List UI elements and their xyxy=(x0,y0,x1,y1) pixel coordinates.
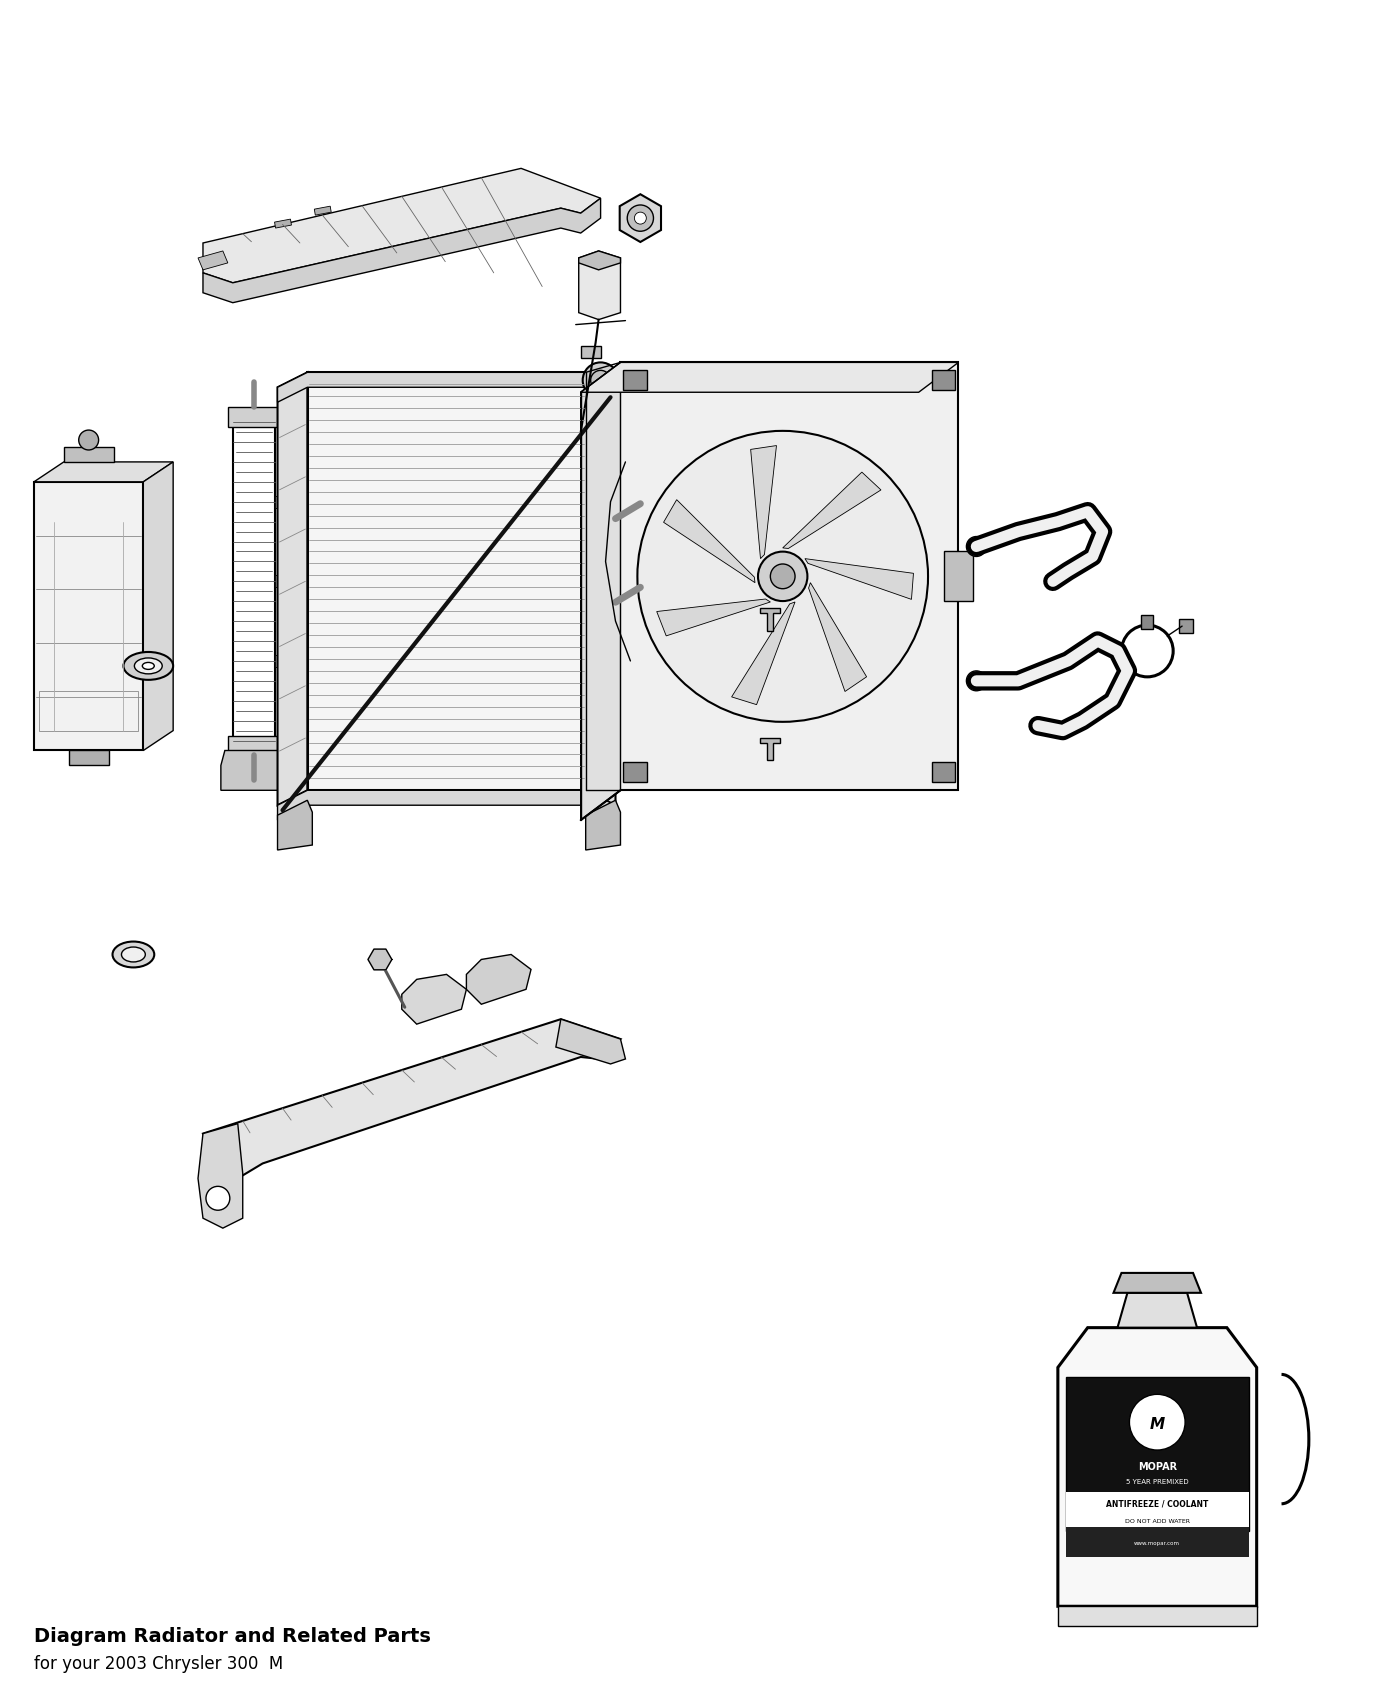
Polygon shape xyxy=(277,801,312,850)
Polygon shape xyxy=(277,790,616,819)
Ellipse shape xyxy=(112,942,154,967)
Polygon shape xyxy=(664,500,755,583)
Polygon shape xyxy=(805,559,913,600)
Text: M: M xyxy=(1149,1416,1165,1431)
Circle shape xyxy=(78,430,98,451)
Polygon shape xyxy=(750,445,777,559)
Bar xyxy=(1065,1377,1249,1530)
Bar xyxy=(274,575,287,586)
Bar xyxy=(623,371,647,391)
Ellipse shape xyxy=(123,653,174,680)
Polygon shape xyxy=(585,801,620,850)
Circle shape xyxy=(757,551,808,602)
Polygon shape xyxy=(1113,1273,1201,1292)
Circle shape xyxy=(770,564,795,588)
Bar xyxy=(581,347,601,359)
Bar xyxy=(623,762,647,782)
Bar xyxy=(931,371,955,391)
Polygon shape xyxy=(581,362,620,819)
Bar xyxy=(1065,1527,1249,1557)
Circle shape xyxy=(966,672,986,690)
Bar xyxy=(931,762,955,782)
Polygon shape xyxy=(315,206,332,216)
Polygon shape xyxy=(143,462,174,750)
Circle shape xyxy=(636,578,651,595)
Bar xyxy=(581,422,601,434)
Polygon shape xyxy=(556,1020,626,1064)
Circle shape xyxy=(627,206,654,231)
Bar xyxy=(39,690,139,731)
Ellipse shape xyxy=(143,663,154,670)
Bar xyxy=(1065,1493,1249,1527)
Text: MOPAR: MOPAR xyxy=(1138,1462,1177,1472)
Bar xyxy=(69,750,109,765)
Bar xyxy=(274,654,287,666)
Polygon shape xyxy=(620,362,959,790)
Polygon shape xyxy=(620,194,661,241)
Text: 5 YEAR PREMIXED: 5 YEAR PREMIXED xyxy=(1126,1479,1189,1484)
Polygon shape xyxy=(760,609,780,631)
Polygon shape xyxy=(809,583,867,692)
Circle shape xyxy=(637,430,928,722)
Text: Diagram Radiator and Related Parts: Diagram Radiator and Related Parts xyxy=(34,1627,431,1646)
Polygon shape xyxy=(760,738,780,760)
Ellipse shape xyxy=(134,658,162,673)
Circle shape xyxy=(591,371,610,391)
Polygon shape xyxy=(203,1020,620,1178)
Polygon shape xyxy=(585,372,616,806)
Polygon shape xyxy=(657,598,770,636)
Ellipse shape xyxy=(122,947,146,962)
Bar xyxy=(581,386,601,398)
Polygon shape xyxy=(368,949,392,969)
Polygon shape xyxy=(274,219,291,228)
Bar xyxy=(232,422,274,741)
Text: for your 2003 Chrysler 300  M: for your 2003 Chrysler 300 M xyxy=(34,1656,283,1673)
Polygon shape xyxy=(228,736,280,755)
Bar xyxy=(64,447,113,462)
Circle shape xyxy=(1130,1394,1184,1450)
Polygon shape xyxy=(1058,1328,1257,1606)
Circle shape xyxy=(966,537,986,556)
Polygon shape xyxy=(228,408,280,427)
Circle shape xyxy=(634,212,647,224)
Polygon shape xyxy=(203,168,601,282)
Circle shape xyxy=(206,1187,230,1210)
Polygon shape xyxy=(402,974,466,1023)
Polygon shape xyxy=(203,199,601,303)
Text: DO NOT ADD WATER: DO NOT ADD WATER xyxy=(1124,1520,1190,1525)
Text: www.mopar.com: www.mopar.com xyxy=(1134,1542,1180,1545)
Bar xyxy=(274,496,287,508)
Polygon shape xyxy=(277,372,308,806)
Circle shape xyxy=(582,362,619,398)
Polygon shape xyxy=(34,462,174,481)
Circle shape xyxy=(636,495,651,510)
Bar xyxy=(1179,619,1193,632)
Polygon shape xyxy=(578,252,620,320)
Polygon shape xyxy=(581,362,959,393)
Polygon shape xyxy=(34,481,143,750)
Polygon shape xyxy=(221,750,287,791)
Polygon shape xyxy=(732,602,795,704)
Polygon shape xyxy=(277,372,616,403)
Bar xyxy=(1141,615,1154,629)
Polygon shape xyxy=(578,252,620,270)
Polygon shape xyxy=(1117,1292,1197,1328)
Polygon shape xyxy=(197,252,228,270)
Polygon shape xyxy=(197,1124,242,1227)
Bar xyxy=(308,372,585,790)
Polygon shape xyxy=(466,954,531,1005)
Polygon shape xyxy=(783,473,881,549)
Polygon shape xyxy=(1058,1606,1257,1627)
Text: ANTIFREEZE / COOLANT: ANTIFREEZE / COOLANT xyxy=(1106,1499,1208,1508)
Bar xyxy=(944,551,973,602)
